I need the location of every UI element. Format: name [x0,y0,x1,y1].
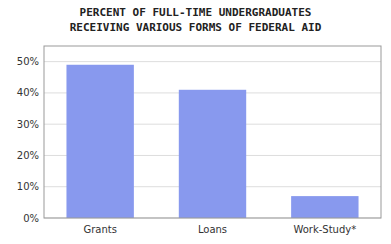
bar [291,196,358,218]
y-tick-label: 50% [17,56,39,67]
bar [179,90,246,218]
subtitle: RECEIVING VARIOUS FORMS OF FEDERAL AID [70,21,322,34]
plot-frame [44,46,381,218]
y-tick-label: 30% [17,119,39,130]
title: PERCENT OF FULL-TIME UNDERGRADUATES [80,6,312,19]
x-tick-label: Work-Study* [293,224,356,235]
chart-container: PERCENT OF FULL-TIME UNDERGRADUATES RECEI… [0,0,391,244]
x-tick-label: Grants [83,224,116,235]
grid [44,62,381,218]
chart: PERCENT OF FULL-TIME UNDERGRADUATES RECEI… [0,0,391,244]
y-tick-label: 40% [17,87,39,98]
x-tick-label: Loans [198,224,227,235]
grid-line [44,61,381,62]
bars [66,65,358,218]
y-tick-label: 10% [17,181,39,192]
y-tick-label: 20% [17,150,39,161]
bar [66,65,133,218]
y-tick-label: 0% [23,213,39,224]
